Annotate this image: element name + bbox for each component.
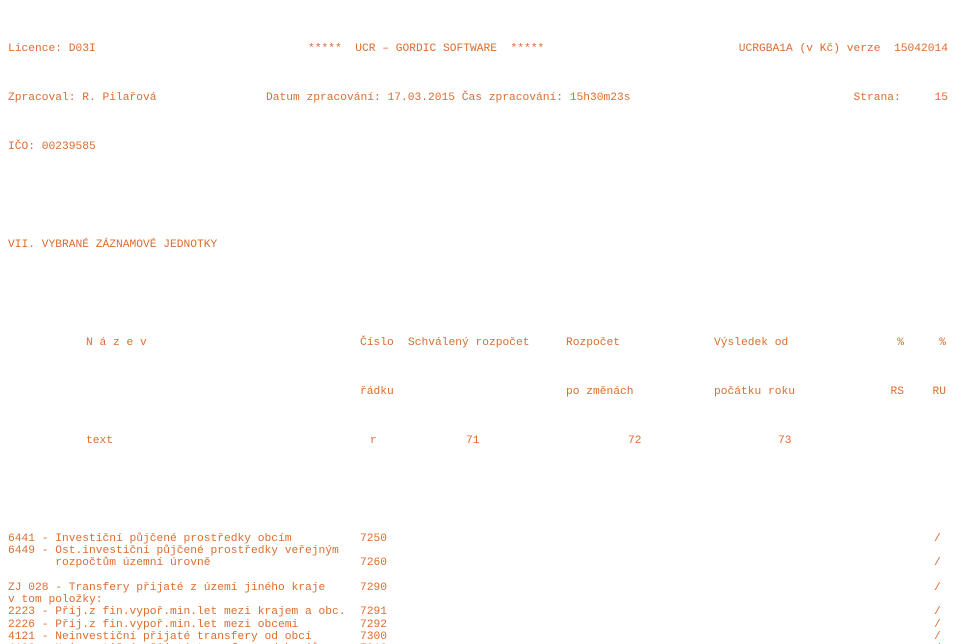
header-line-2: Zpracoval: R. PilařováDatum zpracování: … <box>8 92 952 104</box>
row-slash: / <box>934 619 940 631</box>
column-header-1: N á z e vČísloSchválený rozpočetRozpočet… <box>8 337 952 349</box>
table-row <box>8 570 952 582</box>
col-text: text <box>86 435 370 447</box>
col-name: N á z e v <box>86 337 360 349</box>
table-row: rozpočtům územní úrovně7260 / <box>8 557 952 569</box>
col-rs: RS <box>862 386 904 398</box>
column-header-2: řádku po změnáchpočátku rokuRSRU <box>8 386 952 398</box>
row-slash: / <box>934 631 940 643</box>
row-number: 7300 <box>360 631 400 643</box>
col-pct-1: % <box>862 337 904 349</box>
row-number: 7291 <box>360 606 400 618</box>
table-row: 6441 - Investiční půjčené prostředky obc… <box>8 533 952 545</box>
data-rows: 6441 - Investiční půjčené prostředky obc… <box>8 533 952 644</box>
col-approved-budget: Schválený rozpočet <box>408 337 566 349</box>
column-header-3: textr717273 <box>8 435 952 447</box>
version: UCRGBA1A (v Kč) verze 15042014 <box>628 43 948 55</box>
row-number: 7290 <box>360 582 400 594</box>
row-number: 7260 <box>360 557 400 569</box>
row-slash: / <box>934 533 940 545</box>
document-page: Licence: D03I***** UCR – GORDIC SOFTWARE… <box>0 0 960 644</box>
header-line-1: Licence: D03I***** UCR – GORDIC SOFTWARE… <box>8 43 952 55</box>
row-text: 6441 - Investiční půjčené prostředky obc… <box>8 533 360 545</box>
blank-line <box>8 484 952 496</box>
row-text: ZJ 028 - Transfery přijaté z území jinéh… <box>8 582 360 594</box>
row-text: 2226 - Příj.z fin.vypoř.min.let mezi obc… <box>8 619 360 631</box>
page-number: Strana: 15 <box>686 92 948 104</box>
row-number: 7292 <box>360 619 400 631</box>
col-budget: Rozpočet <box>566 337 714 349</box>
row-text: 2223 - Příj.z fin.vypoř.min.let mezi kra… <box>8 606 360 618</box>
col-changes: po změnách <box>566 386 714 398</box>
table-row: 2226 - Příj.z fin.vypoř.min.let mezi obc… <box>8 619 952 631</box>
blank-line <box>8 288 952 300</box>
table-row: 6449 - Ost.investiční půjčené prostředky… <box>8 545 952 557</box>
row-text: v tom položky: <box>8 594 360 606</box>
section-title: VII. VYBRANÉ ZÁZNAMOVÉ JEDNOTKY <box>8 239 952 251</box>
blank-line <box>8 190 952 202</box>
row-slash: / <box>934 606 940 618</box>
col-pct-2: % <box>904 337 946 349</box>
col-row-no-2: řádku <box>360 386 408 398</box>
ico: IČO: 00239585 <box>8 141 948 153</box>
row-text: 4121 - Neinvestiční přijaté transfery od… <box>8 631 360 643</box>
row-number: 7250 <box>360 533 400 545</box>
row-text: rozpočtům územní úrovně <box>8 557 360 569</box>
col-73: 73 <box>778 435 878 447</box>
licence: Licence: D03I <box>8 43 308 55</box>
row-slash: / <box>934 557 940 569</box>
table-row: 2223 - Příj.z fin.vypoř.min.let mezi kra… <box>8 606 952 618</box>
row-text: 6449 - Ost.investiční půjčené prostředky… <box>8 545 360 557</box>
header-line-3: IČO: 00239585 <box>8 141 952 153</box>
processor: Zpracoval: R. Pilařová <box>8 92 266 104</box>
col-result: Výsledek od <box>714 337 862 349</box>
col-r: r <box>370 435 466 447</box>
table-row: 4121 - Neinvestiční přijaté transfery od… <box>8 631 952 643</box>
col-71: 71 <box>466 435 628 447</box>
col-ru: RU <box>904 386 946 398</box>
row-slash: / <box>934 582 940 594</box>
processing-date: Datum zpracování: 17.03.2015 Čas zpracov… <box>266 92 686 104</box>
table-row: ZJ 028 - Transfery přijaté z území jinéh… <box>8 582 952 594</box>
col-row-no: Číslo <box>360 337 408 349</box>
col-72: 72 <box>628 435 778 447</box>
table-row: v tom položky: <box>8 594 952 606</box>
software: ***** UCR – GORDIC SOFTWARE ***** <box>308 43 628 55</box>
col-period: počátku roku <box>714 386 862 398</box>
